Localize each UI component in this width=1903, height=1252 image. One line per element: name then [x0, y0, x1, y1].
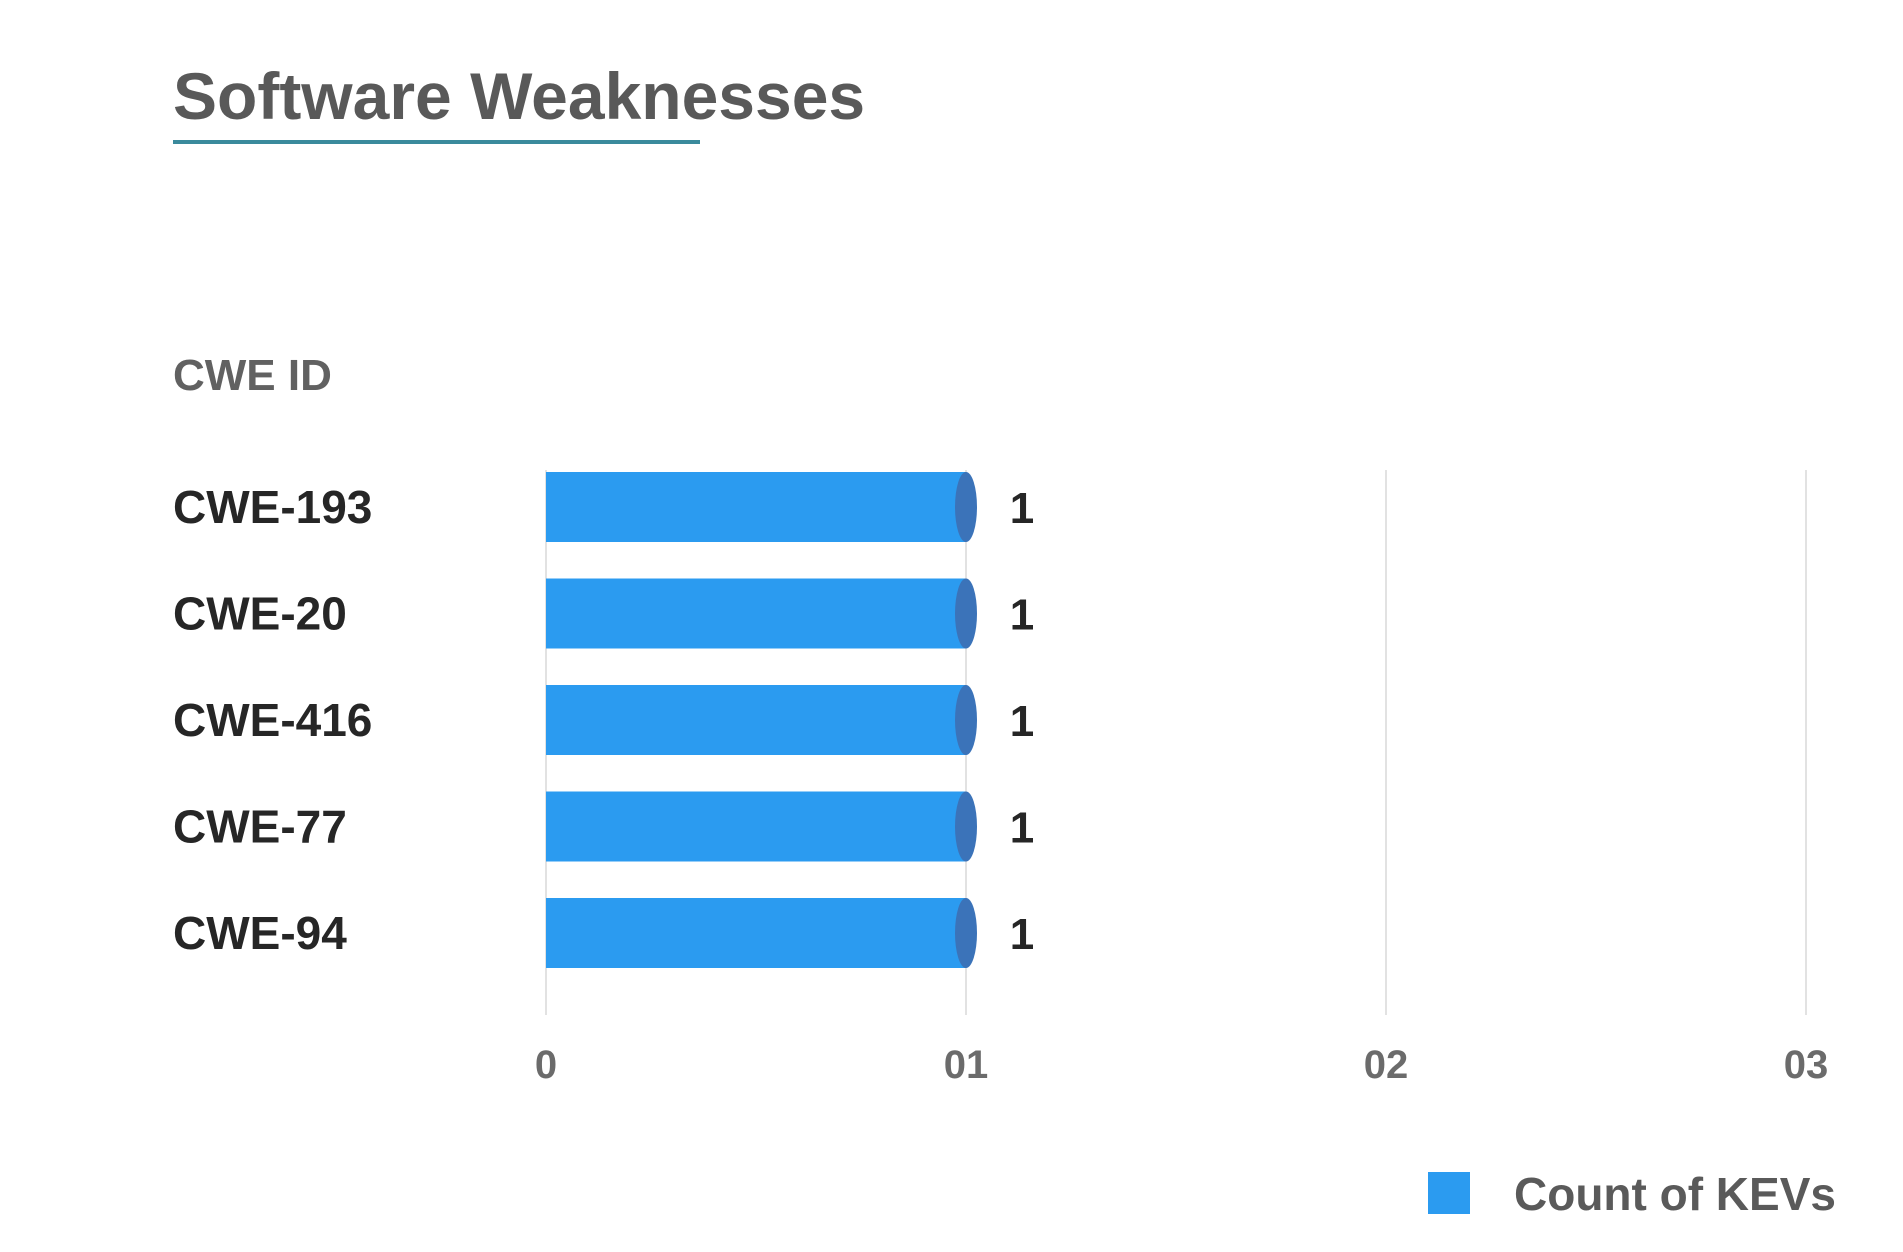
bar-body	[546, 898, 966, 968]
data-labels: 1 1 1 1 1	[1010, 484, 1034, 959]
bar-body	[546, 685, 966, 755]
legend-swatch	[1428, 1172, 1470, 1214]
bar-end-cap	[955, 578, 977, 649]
x-tick-label: 01	[944, 1043, 989, 1087]
bar-end-cap	[955, 685, 977, 755]
bar-body	[546, 578, 966, 649]
data-label: 1	[1010, 910, 1034, 959]
category-label: CWE-416	[173, 694, 372, 746]
x-tick-label: 03	[1784, 1043, 1829, 1087]
bar	[546, 791, 977, 862]
data-label: 1	[1010, 591, 1034, 640]
category-label: CWE-193	[173, 481, 372, 533]
data-label: 1	[1010, 804, 1034, 853]
x-tick-label: 02	[1364, 1043, 1409, 1087]
legend: Count of KEVs	[1428, 1168, 1836, 1220]
bar	[546, 578, 977, 649]
bar	[546, 685, 977, 755]
category-label: CWE-94	[173, 907, 347, 959]
x-tick-label: 0	[535, 1043, 557, 1087]
category-label: CWE-77	[173, 801, 347, 853]
category-labels: CWE-193 CWE-20 CWE-416 CWE-77 CWE-94	[173, 481, 372, 959]
bar-body	[546, 791, 966, 862]
y-axis-title: CWE ID	[173, 351, 332, 400]
bar-end-cap	[955, 898, 977, 968]
bar-end-cap	[955, 791, 977, 862]
category-label: CWE-20	[173, 588, 347, 640]
bars	[546, 472, 977, 968]
chart-title: Software Weaknesses	[173, 59, 865, 133]
data-label: 1	[1010, 484, 1034, 533]
legend-label: Count of KEVs	[1514, 1168, 1836, 1220]
bar	[546, 898, 977, 968]
bar-body	[546, 472, 966, 542]
data-label: 1	[1010, 697, 1034, 746]
bar-end-cap	[955, 472, 977, 542]
x-axis-tick-labels: 0 01 02 03	[535, 1043, 1828, 1087]
bar	[546, 472, 977, 542]
